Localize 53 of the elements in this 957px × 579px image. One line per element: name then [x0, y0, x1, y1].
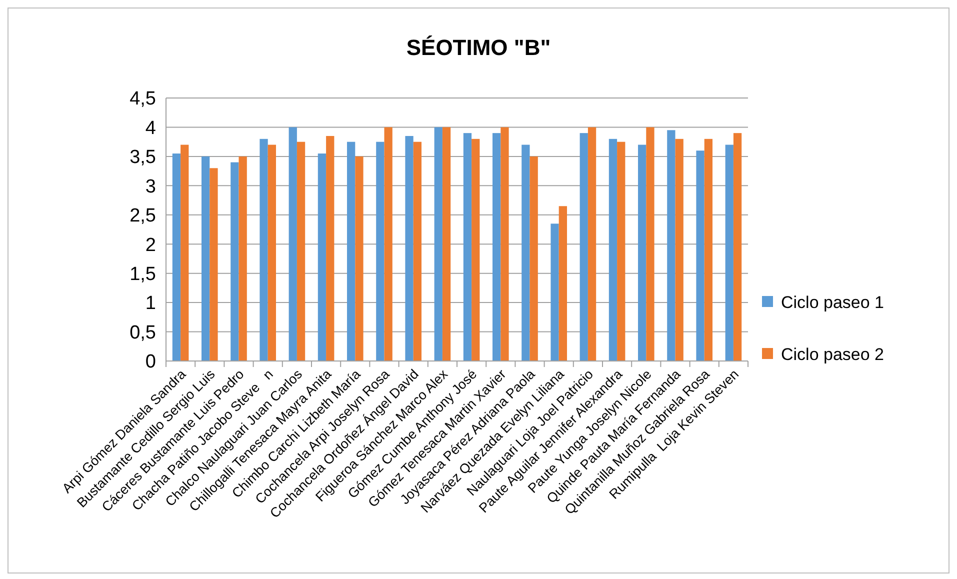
bar	[646, 127, 654, 361]
bar	[675, 138, 684, 361]
legend-label: Ciclo paseo 1	[781, 292, 884, 312]
bar	[288, 127, 297, 361]
bar	[268, 144, 276, 361]
bar	[384, 127, 392, 361]
bar	[472, 138, 480, 361]
bar	[413, 142, 422, 361]
bar	[558, 206, 567, 361]
bar	[704, 138, 712, 361]
y-tick-label: 4,5	[130, 88, 156, 110]
y-tick-label: 0	[145, 352, 156, 373]
y-tick-label: 1	[145, 293, 156, 314]
bar	[733, 133, 742, 361]
legend-label: Ciclo paseo 2	[781, 344, 884, 364]
bar	[696, 150, 704, 361]
bar	[376, 142, 384, 361]
bar	[442, 127, 451, 361]
bar	[588, 127, 596, 361]
bar	[530, 156, 538, 361]
y-tick-label: 4	[145, 118, 156, 139]
bar	[180, 144, 189, 361]
y-tick-label: 3	[145, 176, 156, 198]
bar	[405, 136, 414, 361]
bar	[238, 156, 247, 361]
y-tick-label: 3,5	[130, 147, 156, 168]
bar	[202, 156, 210, 361]
bar	[492, 133, 501, 361]
bar	[434, 127, 442, 361]
bar	[260, 138, 268, 361]
y-tick-label: 1,5	[130, 264, 156, 285]
bar	[667, 130, 676, 361]
y-tick-label: 2,5	[130, 206, 156, 227]
bar	[172, 154, 181, 361]
bar	[296, 142, 306, 361]
bar	[522, 144, 530, 361]
bar	[608, 138, 618, 361]
bar	[210, 168, 218, 361]
bar	[500, 127, 509, 361]
y-tick-label: 2	[145, 234, 156, 256]
bar	[326, 136, 334, 361]
bar	[550, 224, 559, 361]
bar	[347, 142, 356, 361]
bar	[230, 162, 239, 361]
bar	[463, 133, 472, 361]
bar	[725, 144, 734, 361]
bar	[617, 142, 626, 361]
y-tick-label: 0,5	[130, 322, 156, 344]
chart-title: SÉOTIMO "B"	[406, 35, 551, 60]
bar	[318, 154, 326, 361]
bar	[355, 156, 364, 361]
bar	[580, 133, 588, 361]
bar	[638, 144, 646, 361]
